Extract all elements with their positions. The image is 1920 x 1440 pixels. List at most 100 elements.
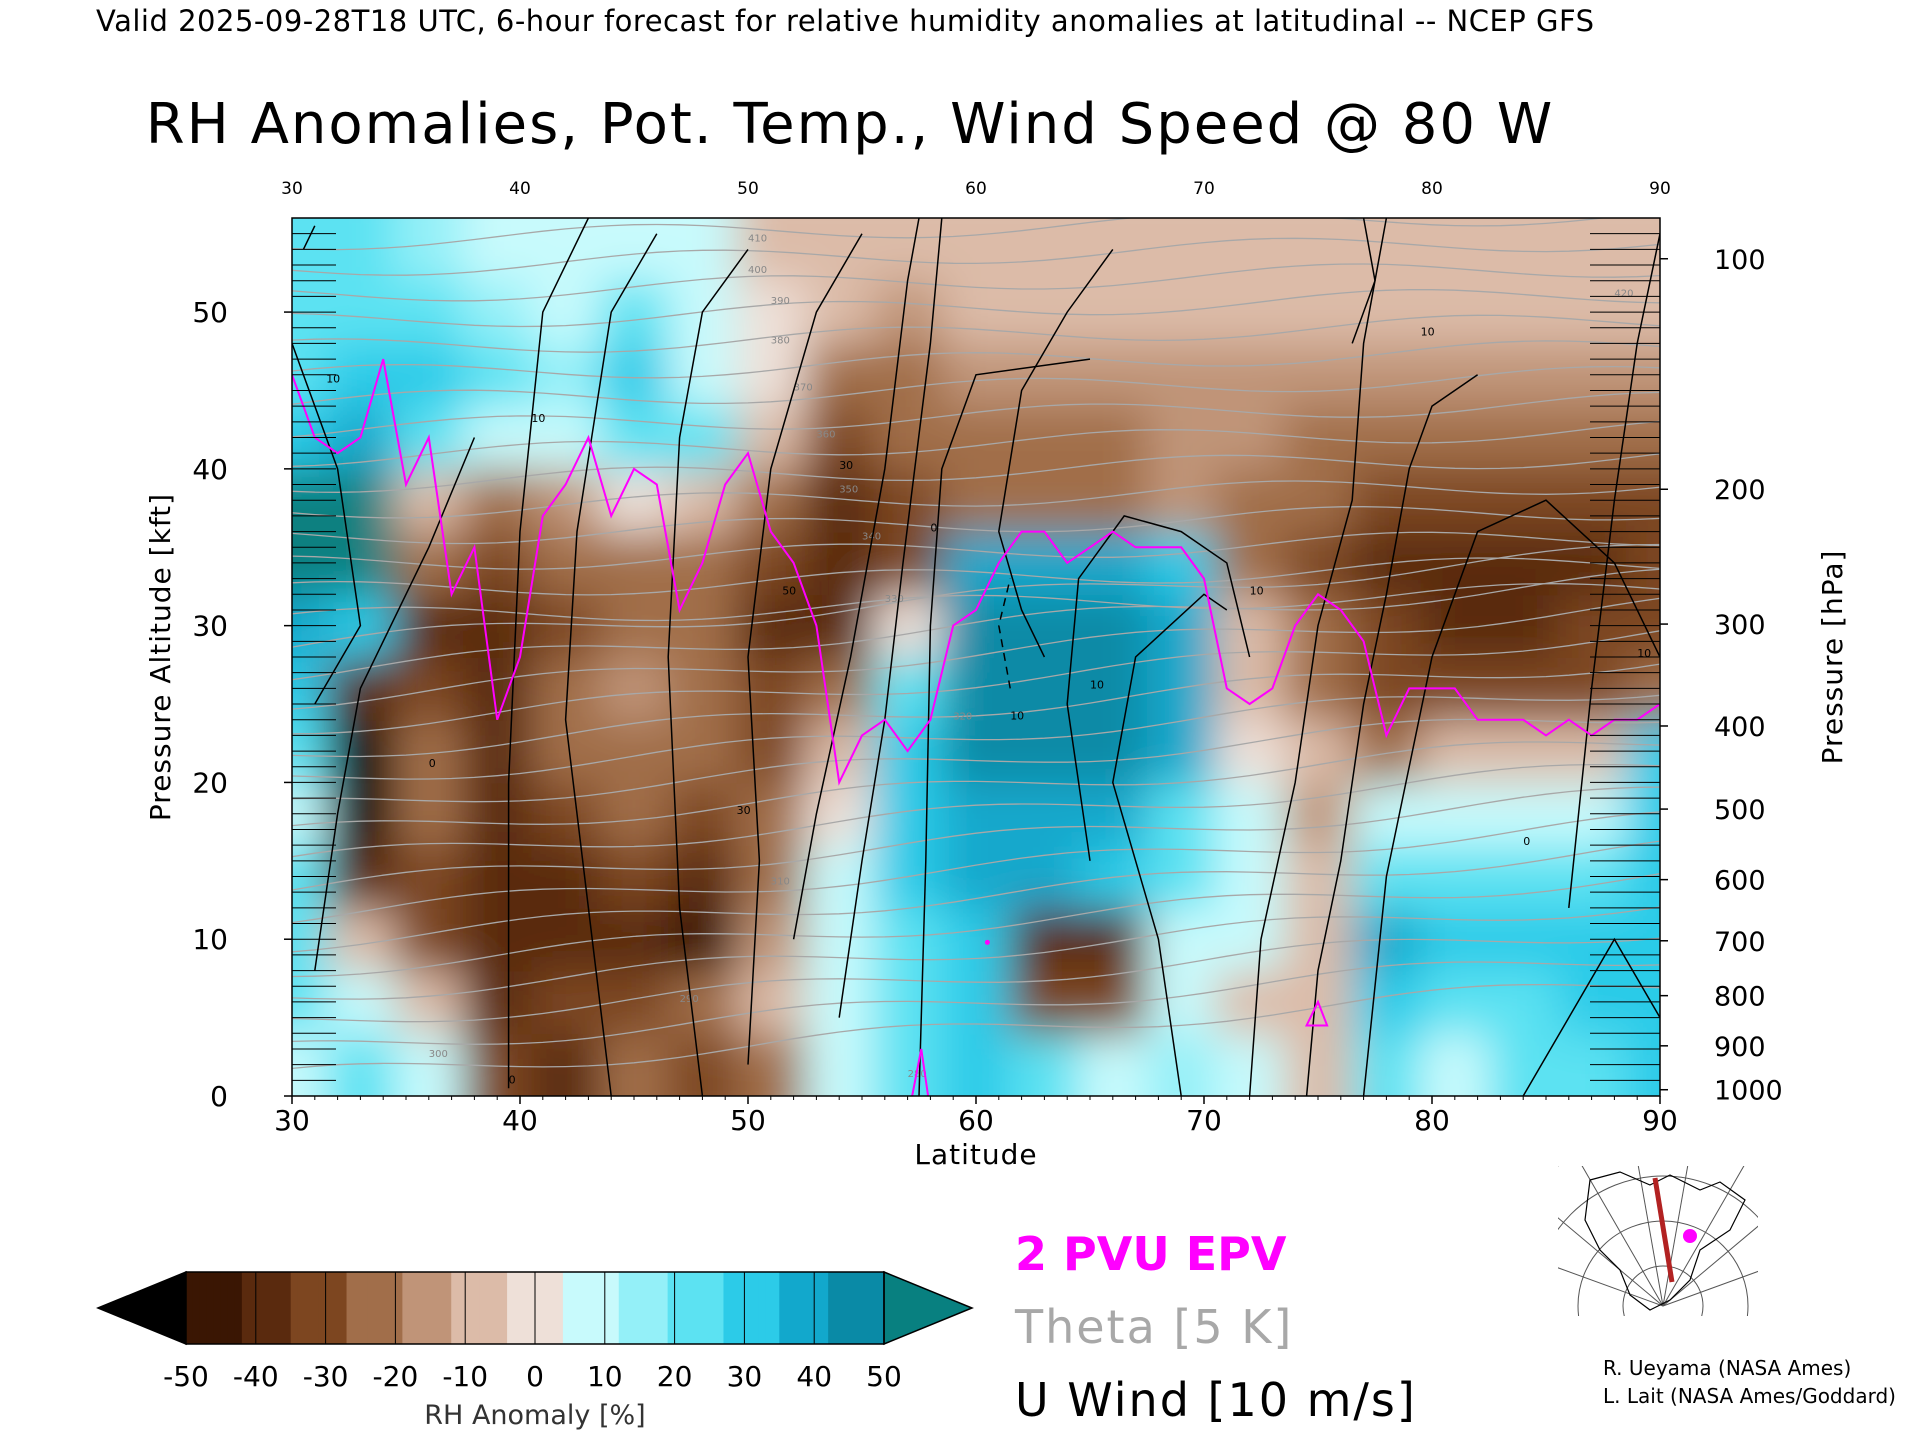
rh-cell: [599, 845, 670, 909]
theta-label: 390: [771, 296, 790, 307]
colorbar-swatch: [213, 1272, 222, 1344]
rh-cell: [1283, 218, 1354, 282]
colorbar-swatch: [667, 1272, 676, 1344]
colorbar-swatch: [863, 1272, 871, 1344]
rh-cell: [1489, 970, 1559, 1035]
theta-line: [292, 763, 1660, 858]
map-meridian: [1662, 1225, 1758, 1307]
rh-cell: [326, 468, 396, 533]
theta-label: 370: [794, 382, 813, 393]
colorbar-swatch: [206, 1272, 215, 1344]
colorbar-swatch: [297, 1272, 306, 1344]
rh-cell: [463, 280, 533, 345]
map-meridian: [1662, 1270, 1758, 1307]
rh-cell: [1352, 719, 1422, 784]
colorbar-swatch: [814, 1272, 822, 1344]
rh-cell: [1557, 1033, 1627, 1096]
rh-cell: [805, 531, 875, 596]
theta-line: [292, 961, 1660, 1045]
rh-cell: [805, 343, 875, 408]
rh-cell: [1215, 970, 1285, 1035]
u-contour: [314, 437, 476, 971]
rh-cell: [394, 218, 464, 282]
x-top-tick-label: 60: [965, 179, 987, 199]
colorbar-swatch: [255, 1272, 264, 1344]
u-contour-label: 10: [1250, 584, 1264, 597]
colorbar-swatch: [562, 1272, 571, 1344]
u-contour: [1066, 515, 1251, 861]
rh-cell: [531, 907, 601, 972]
theta-line: [292, 391, 1660, 438]
rh-cell: [1078, 782, 1148, 847]
rh-cell: [1078, 406, 1148, 470]
x-top-tick-label: 70: [1193, 179, 1215, 199]
inset-map: [1558, 1166, 1758, 1316]
theta-line: [292, 531, 1660, 570]
rh-cell: [599, 406, 670, 470]
rh-cell: [1215, 594, 1285, 658]
u-contour: [302, 225, 316, 250]
rh-cell: [1147, 657, 1217, 721]
rh-cell: [1489, 782, 1559, 847]
map-meridian: [1558, 1217, 1664, 1307]
rh-cell: [941, 907, 1012, 972]
credit-line-1: R. Ueyama (NASA Ames): [1603, 1356, 1852, 1380]
colorbar-swatch: [541, 1272, 550, 1344]
u-contour-label: 30: [737, 804, 751, 817]
colorbar-swatch: [325, 1272, 334, 1344]
epv-2pvu-point: [984, 939, 990, 945]
colorbar-swatch: [374, 1272, 383, 1344]
rh-cell: [873, 280, 943, 345]
legend-epv-label: 2 PVU EPV: [1015, 1227, 1287, 1281]
u-contour: [1305, 374, 1479, 1096]
colorbar-swatch: [528, 1272, 536, 1344]
colorbar-swatch: [779, 1272, 787, 1344]
rh-cell: [326, 970, 396, 1035]
rh-cell: [1352, 782, 1422, 847]
theta-label: 410: [748, 234, 767, 245]
rh-cell: [1078, 1033, 1148, 1096]
colorbar-swatch: [535, 1272, 543, 1344]
x-top-tick-label: 50: [737, 179, 759, 199]
theta-line: [292, 218, 1608, 251]
x-tick-label: 70: [1186, 1104, 1222, 1137]
colorbar-swatch: [807, 1272, 815, 1344]
colorbar-swatch: [548, 1272, 557, 1344]
rh-cell: [326, 280, 396, 345]
colorbar-swatch: [451, 1272, 459, 1344]
rh-cell: [1283, 468, 1354, 533]
rh-cell: [463, 970, 533, 1035]
pressure-tick-label: 1000: [1714, 1076, 1783, 1107]
u-contour: [1351, 218, 1376, 344]
colorbar-swatch: [262, 1272, 271, 1344]
x-top-tick-label: 80: [1421, 179, 1443, 199]
y-tick-label: 40: [192, 453, 228, 486]
rh-cell: [463, 782, 533, 847]
colorbar-swatch: [632, 1272, 641, 1344]
rh-cell: [1147, 782, 1217, 847]
rh-cell: [1147, 907, 1217, 972]
x-tick-label: 60: [958, 1104, 994, 1137]
rh-cell: [394, 970, 464, 1035]
rh-cell: [1489, 280, 1559, 345]
colorbar-tick-label: 20: [657, 1360, 693, 1393]
colorbar-swatch: [702, 1272, 711, 1344]
rh-cell: [326, 1033, 396, 1096]
rh-cell: [1215, 657, 1285, 721]
colorbar-swatch: [290, 1272, 299, 1344]
rh-cell: [805, 280, 875, 345]
colorbar-swatch: [332, 1272, 341, 1344]
rh-cell: [531, 594, 601, 658]
colorbar-swatch: [828, 1272, 836, 1344]
rh-cell: [1147, 594, 1217, 658]
colorbar-swatch: [318, 1272, 327, 1344]
colorbar-swatch: [248, 1272, 257, 1344]
theta-line: [292, 365, 1660, 405]
colorbar-swatch: [458, 1272, 466, 1344]
theta-label: 380: [771, 335, 790, 346]
rh-cell: [394, 468, 464, 533]
colorbar-low-arrow: [96, 1270, 187, 1346]
rh-cell: [599, 907, 670, 972]
theta-label: 290: [680, 994, 699, 1005]
theta-line: [292, 340, 1660, 379]
